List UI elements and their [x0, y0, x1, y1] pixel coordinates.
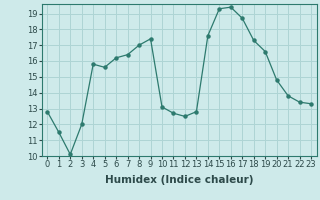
X-axis label: Humidex (Indice chaleur): Humidex (Indice chaleur): [105, 175, 253, 185]
